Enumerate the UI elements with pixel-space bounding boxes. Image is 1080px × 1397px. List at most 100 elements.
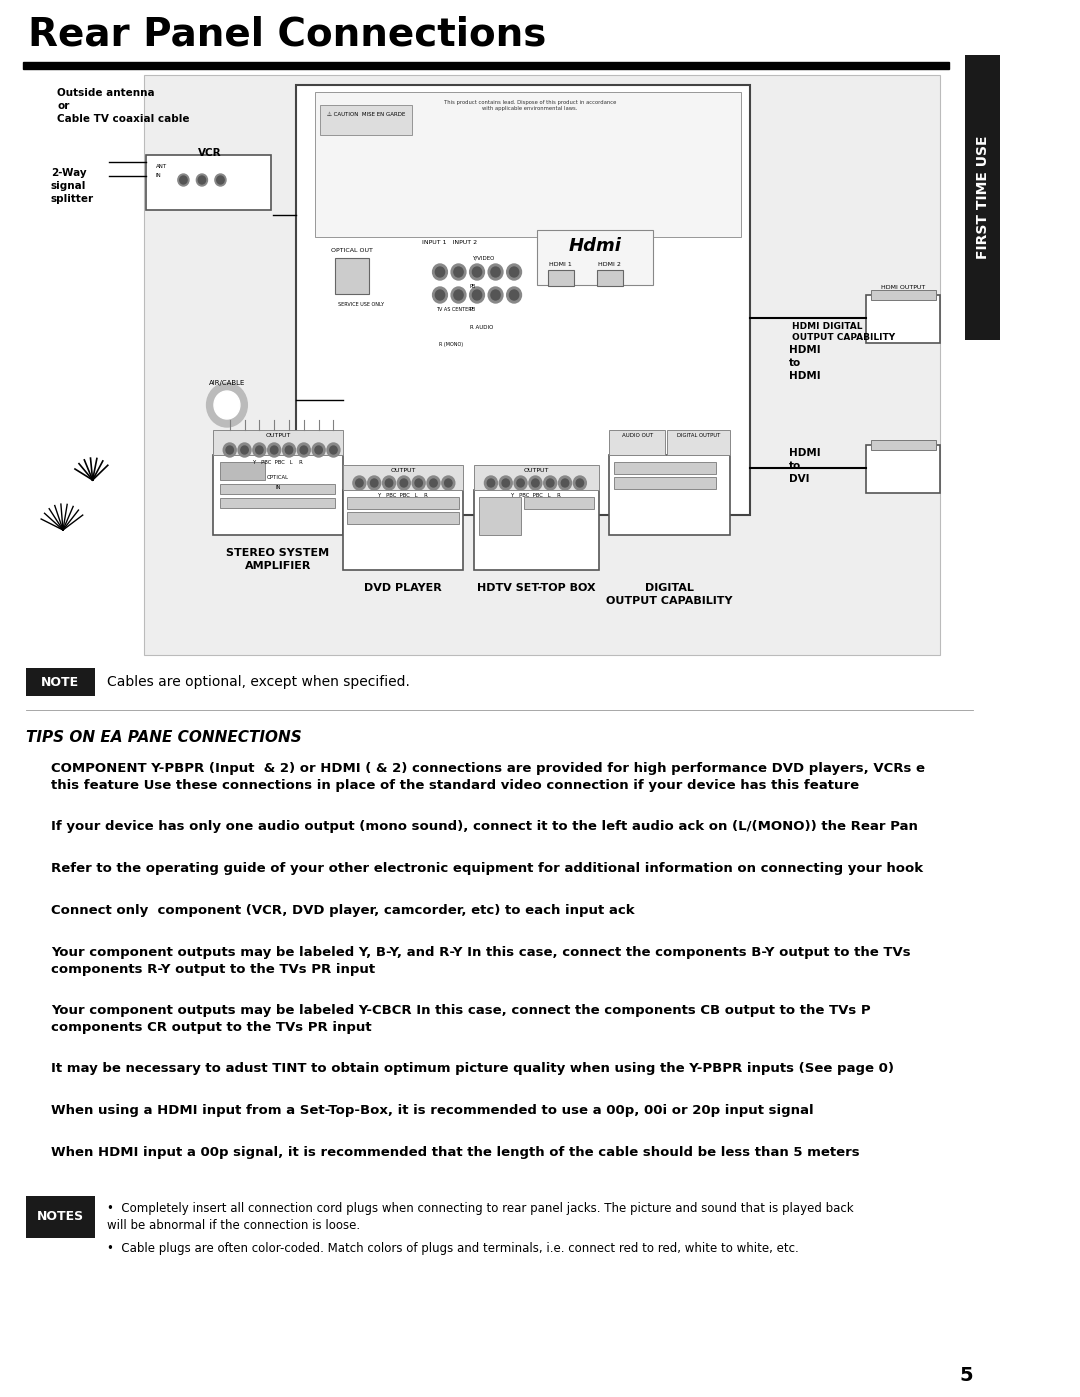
- Text: OUTPUT: OUTPUT: [266, 433, 291, 439]
- Circle shape: [397, 476, 410, 490]
- Circle shape: [199, 176, 205, 184]
- Text: When using a HDMI input from a Set-Top-Box, it is recommended to use a 00p, 00i : When using a HDMI input from a Set-Top-B…: [51, 1104, 813, 1118]
- Bar: [213, 455, 342, 535]
- Bar: [220, 483, 335, 495]
- Bar: [537, 231, 653, 285]
- Circle shape: [558, 476, 571, 490]
- Circle shape: [454, 291, 463, 300]
- Text: COMPONENT Y-PBPR (Input  & 2) or HDMI ( & 2) connections are provided for high p: COMPONENT Y-PBPR (Input & 2) or HDMI ( &…: [51, 761, 924, 792]
- Circle shape: [179, 176, 187, 184]
- Text: HDMI 1: HDMI 1: [549, 263, 571, 267]
- Text: Y   PBC  PBC   L    R: Y PBC PBC L R: [378, 493, 428, 497]
- Circle shape: [491, 267, 500, 277]
- Bar: [478, 497, 521, 535]
- Circle shape: [472, 267, 482, 277]
- Text: DIGITAL
OUTPUT CAPABILITY: DIGITAL OUTPUT CAPABILITY: [607, 583, 733, 606]
- Text: 2-Way
signal
splitter: 2-Way signal splitter: [51, 168, 94, 204]
- Text: DIGITAL OUTPUT: DIGITAL OUTPUT: [677, 433, 720, 439]
- Circle shape: [485, 476, 498, 490]
- Text: 5: 5: [959, 1366, 973, 1384]
- Circle shape: [427, 476, 440, 490]
- Text: R (MONO): R (MONO): [440, 342, 463, 346]
- Bar: [667, 430, 730, 455]
- Circle shape: [297, 443, 310, 457]
- Text: R AUDIO: R AUDIO: [470, 326, 494, 330]
- Text: AIR/CABLE: AIR/CABLE: [208, 380, 245, 386]
- Text: Y/VIDEO: Y/VIDEO: [472, 256, 495, 261]
- Bar: [866, 295, 941, 344]
- Circle shape: [487, 479, 495, 488]
- Text: OPTICAL OUT: OPTICAL OUT: [332, 249, 373, 253]
- Text: OPTICAL: OPTICAL: [267, 475, 288, 481]
- Circle shape: [283, 443, 296, 457]
- Circle shape: [214, 391, 240, 419]
- Text: •  Completely insert all connection cord plugs when connecting to rear panel jac: • Completely insert all connection cord …: [107, 1201, 853, 1232]
- Bar: [144, 75, 941, 655]
- Circle shape: [507, 286, 522, 303]
- Text: Cables are optional, except when specified.: Cables are optional, except when specifi…: [107, 675, 409, 689]
- Text: OUTPUT: OUTPUT: [524, 468, 549, 474]
- Text: HDTV SET-TOP BOX: HDTV SET-TOP BOX: [477, 583, 596, 592]
- Bar: [609, 455, 730, 535]
- Circle shape: [315, 446, 322, 454]
- Text: TIPS ON EA PANE CONNECTIONS: TIPS ON EA PANE CONNECTIONS: [26, 731, 301, 745]
- Circle shape: [470, 264, 485, 279]
- Bar: [342, 490, 463, 570]
- Bar: [26, 668, 95, 696]
- Bar: [147, 155, 271, 210]
- Bar: [597, 270, 623, 286]
- Circle shape: [386, 479, 393, 488]
- Circle shape: [401, 479, 407, 488]
- Circle shape: [529, 476, 542, 490]
- Bar: [870, 291, 935, 300]
- Circle shape: [217, 176, 225, 184]
- Circle shape: [268, 443, 281, 457]
- Circle shape: [445, 479, 453, 488]
- Circle shape: [435, 267, 445, 277]
- Bar: [870, 440, 935, 450]
- Text: •  Cable plugs are often color-coded. Match colors of plugs and terminals, i.e. : • Cable plugs are often color-coded. Mat…: [107, 1242, 798, 1255]
- Circle shape: [238, 443, 251, 457]
- Circle shape: [517, 479, 524, 488]
- Text: Y   PBC  PBC   L    R: Y PBC PBC L R: [253, 460, 302, 465]
- Circle shape: [435, 291, 445, 300]
- Circle shape: [355, 479, 363, 488]
- Circle shape: [546, 479, 554, 488]
- Bar: [474, 465, 599, 490]
- Text: ⚠ CAUTION  MISE EN GARDE: ⚠ CAUTION MISE EN GARDE: [326, 112, 405, 117]
- Circle shape: [499, 476, 512, 490]
- Text: TV AS CENTER: TV AS CENTER: [436, 307, 472, 312]
- Circle shape: [451, 286, 465, 303]
- Text: AUDIO OUT: AUDIO OUT: [622, 433, 652, 439]
- Text: Y   PBC  PBC   L    R: Y PBC PBC L R: [512, 493, 562, 497]
- Bar: [220, 462, 265, 481]
- Circle shape: [224, 443, 237, 457]
- Circle shape: [507, 264, 522, 279]
- Circle shape: [576, 479, 583, 488]
- Circle shape: [442, 476, 455, 490]
- Circle shape: [491, 291, 500, 300]
- Circle shape: [510, 291, 518, 300]
- Bar: [320, 105, 413, 136]
- Circle shape: [270, 446, 278, 454]
- Bar: [615, 476, 716, 489]
- Bar: [524, 497, 594, 509]
- Bar: [474, 490, 599, 570]
- Circle shape: [215, 175, 226, 186]
- Text: STEREO SYSTEM
AMPLIFIER: STEREO SYSTEM AMPLIFIER: [227, 548, 329, 571]
- Circle shape: [543, 476, 556, 490]
- Text: VCR: VCR: [198, 148, 221, 158]
- Text: SERVICE USE ONLY: SERVICE USE ONLY: [338, 302, 384, 307]
- Text: Connect only  component (VCR, DVD player, camcorder, etc) to each input ack: Connect only component (VCR, DVD player,…: [51, 904, 635, 916]
- Bar: [220, 497, 335, 509]
- Text: If your device has only one audio output (mono sound), connect it to the left au: If your device has only one audio output…: [51, 820, 918, 833]
- Bar: [348, 497, 459, 509]
- Circle shape: [327, 443, 340, 457]
- Circle shape: [510, 267, 518, 277]
- Circle shape: [433, 286, 447, 303]
- Circle shape: [454, 267, 463, 277]
- Circle shape: [382, 476, 395, 490]
- Bar: [609, 430, 665, 455]
- Circle shape: [413, 476, 426, 490]
- Bar: [866, 446, 941, 493]
